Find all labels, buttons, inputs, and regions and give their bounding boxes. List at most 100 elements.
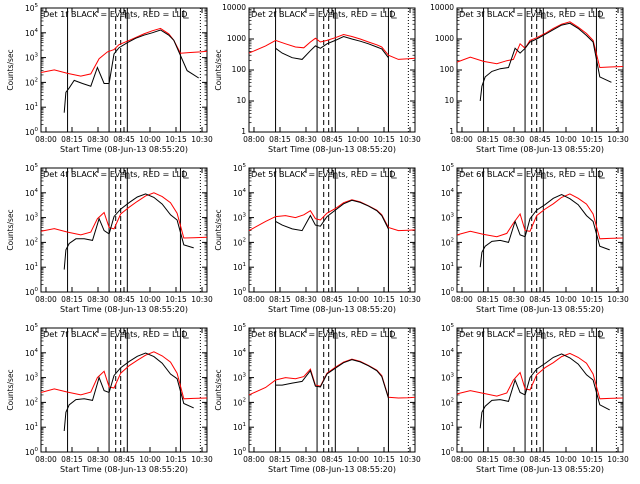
y-tick-exponent: 2	[35, 237, 39, 243]
y-axis-label: Counts/sec	[214, 209, 223, 250]
plot-frame	[248, 7, 416, 133]
flag-marker	[183, 170, 189, 179]
panel-title: Det 2f BLACK = Events, RED = LLD	[251, 9, 395, 19]
events-series-line	[63, 193, 194, 270]
x-axis-label-part: Start Time (	[60, 465, 107, 474]
flag-marker	[534, 169, 542, 174]
x-tick-label: 08:15	[269, 135, 291, 144]
events-series-line	[275, 35, 389, 60]
y-tick-label: 105	[233, 163, 247, 173]
y-tick-label: 103	[233, 373, 247, 383]
lld-series-line	[456, 193, 624, 240]
x-axis-label-part: Start Time (	[476, 305, 523, 314]
detector-panel-5: Det 5f BLACK = Events, RED = LLD10010110…	[214, 163, 421, 314]
y-tick-exponent: 5	[451, 323, 455, 329]
y-tick-exponent: 0	[243, 447, 247, 453]
y-tick-label: 104	[25, 28, 39, 38]
y-tick-base: 10	[25, 398, 35, 407]
y-tick-base: 10	[25, 423, 35, 432]
y-tick-exponent: 2	[243, 237, 247, 243]
flag-marker	[391, 170, 397, 179]
y-tick-label: 102	[25, 397, 38, 407]
y-tick-label: 105	[25, 323, 39, 333]
y-tick-label: 105	[233, 323, 247, 333]
flag-marker	[124, 330, 131, 339]
y-tick-label: 105	[25, 3, 39, 13]
flag-marker	[540, 10, 547, 19]
x-tick-label: 10:15	[373, 455, 395, 464]
x-axis-label-part: )	[393, 305, 396, 314]
y-tick-label: 102	[25, 77, 38, 87]
y-tick-base: 10	[233, 189, 243, 198]
y-tick-exponent: 3	[451, 213, 455, 219]
x-tick-label: 10:30	[607, 455, 629, 464]
y-tick-exponent: 0	[35, 127, 39, 133]
y-tick-label: 103	[25, 53, 39, 63]
y-tick-exponent: 1	[35, 102, 39, 108]
x-tick-label: 10:15	[165, 295, 187, 304]
y-tick-exponent: 5	[451, 163, 455, 169]
x-axis-label-part: Start Time (	[476, 465, 523, 474]
x-axis-label-part: Start Time (	[476, 145, 523, 154]
y-tick-exponent: 4	[35, 188, 39, 194]
panel-title: Det 5f BLACK = Events, RED = LLD	[251, 169, 395, 179]
x-tick-label: 10:00	[139, 295, 161, 304]
panel-title: Det 7f BLACK = Events, RED = LLD	[43, 329, 187, 339]
y-tick-base: 10	[25, 54, 35, 63]
x-tick-label: 08:45	[113, 455, 135, 464]
x-tick-label: 10:15	[165, 135, 187, 144]
x-axis-label-part: )	[393, 145, 396, 154]
x-axis-label-part: )	[601, 145, 604, 154]
x-tick-label: 10:00	[555, 135, 577, 144]
y-tick-exponent: 2	[35, 77, 39, 83]
x-axis-label-part: 08-Jun-13 08:55:20	[107, 305, 185, 314]
x-tick-label: 08:30	[87, 135, 109, 144]
y-tick-label: 103	[25, 373, 39, 383]
flag-marker	[118, 329, 126, 334]
y-tick-exponent: 4	[451, 348, 455, 354]
y-tick-base: 10	[441, 214, 451, 223]
x-tick-label: 08:00	[35, 455, 57, 464]
events-series-line	[63, 352, 194, 432]
y-tick-exponent: 4	[451, 188, 455, 194]
flag-marker	[183, 10, 189, 19]
x-tick-label: 10:30	[191, 135, 213, 144]
lld-series-line	[248, 33, 416, 60]
y-tick-exponent: 1	[243, 262, 247, 268]
y-tick-base: 10	[441, 324, 451, 333]
flag-marker	[599, 10, 605, 19]
x-tick-label: 10:00	[139, 455, 161, 464]
x-tick-label: 10:15	[581, 135, 603, 144]
x-tick-label: 08:30	[503, 295, 525, 304]
lld-series-line	[40, 192, 208, 239]
flag-marker	[326, 169, 334, 174]
y-tick-label: 104	[233, 188, 247, 198]
flag-marker	[326, 329, 334, 334]
flag-marker	[326, 9, 334, 14]
y-tick-base: 10	[233, 288, 243, 297]
flag-marker	[599, 170, 605, 179]
y-tick-label: 104	[25, 348, 39, 358]
x-axis-label-part: Start Time (	[268, 145, 315, 154]
y-tick-label: 102	[25, 237, 38, 247]
x-tick-label: 10:30	[191, 295, 213, 304]
flag-marker	[332, 10, 339, 19]
detector-panel-4: Det 4f BLACK = Events, RED = LLD10010110…	[6, 163, 213, 314]
y-axis-label: Counts/sec	[6, 49, 15, 90]
x-axis-label-part: )	[185, 305, 188, 314]
y-tick-base: 10	[233, 164, 243, 173]
detector-panel-2: Det 2f BLACK = Events, RED = LLD 1 10 100 10…	[214, 3, 421, 154]
x-axis-label: Start Time (08-Jun-13 08:55:20)	[268, 465, 396, 474]
y-tick-base: 10	[441, 398, 451, 407]
x-axis-label: Start Time (08-Jun-13 08:55:20)	[268, 305, 396, 314]
y-tick-label: 100	[440, 65, 455, 74]
x-axis-label-part: 08-Jun-13 08:55:20	[107, 145, 185, 154]
y-axis-label: Counts/sec	[6, 369, 15, 410]
y-tick-label: 10000	[222, 3, 246, 12]
x-axis-label-part: 08-Jun-13 08:55:20	[523, 465, 601, 474]
y-tick-label: 101	[441, 422, 454, 432]
x-tick-label: 10:30	[399, 455, 421, 464]
x-tick-label: 10:30	[607, 295, 629, 304]
y-tick-base: 10	[441, 189, 451, 198]
x-tick-label: 08:00	[451, 455, 473, 464]
